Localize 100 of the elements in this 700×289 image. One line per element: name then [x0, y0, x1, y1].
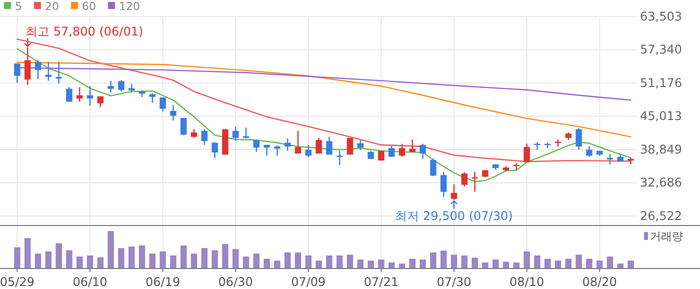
bar	[430, 252, 436, 268]
candlestick	[316, 137, 322, 154]
x-tick-label: 06/10	[72, 275, 108, 289]
x-tick-label: 07/09	[291, 275, 326, 289]
annotation: 최저 29,500 (07/30)	[395, 208, 513, 223]
bar	[357, 260, 364, 268]
bar	[513, 262, 520, 268]
candlestick	[34, 60, 42, 80]
bar	[346, 254, 354, 268]
candlestick	[576, 128, 582, 150]
bar	[232, 249, 239, 268]
candlestick	[461, 172, 468, 188]
bar	[201, 248, 208, 268]
annotation: 최고 57,800 (06/01)	[26, 24, 144, 38]
candlestick	[253, 139, 260, 153]
bar	[450, 254, 458, 268]
legend-label: 60	[82, 0, 96, 13]
candlestick	[232, 126, 239, 142]
candlestick	[24, 46, 31, 86]
candlestick	[294, 130, 302, 154]
bar	[388, 262, 395, 268]
bar	[170, 255, 176, 268]
bar	[398, 264, 406, 268]
candlestick	[149, 92, 156, 104]
bar	[420, 260, 426, 268]
candlestick	[606, 153, 614, 165]
candlestick	[336, 150, 343, 166]
candlestick	[524, 143, 530, 163]
bar	[336, 255, 343, 268]
candlestick	[212, 142, 218, 158]
candlestick	[160, 96, 166, 112]
candlestick	[118, 80, 124, 92]
bar	[190, 254, 198, 268]
y-tick-label: 57,340	[640, 42, 682, 57]
bar	[576, 254, 582, 268]
candlestick	[242, 127, 250, 140]
candlestick	[66, 86, 72, 102]
candlestick	[108, 80, 114, 94]
bar	[212, 250, 218, 268]
bar	[326, 255, 332, 268]
candlestick	[430, 158, 436, 177]
y-tick-label: 26,522	[640, 208, 682, 223]
x-tick-label: 05/29	[0, 275, 34, 289]
bar	[118, 248, 124, 268]
bar	[97, 257, 104, 268]
bar	[586, 258, 592, 268]
bar	[472, 258, 478, 268]
candlestick	[586, 145, 592, 158]
bar	[606, 256, 614, 268]
y-tick-label: 51,176	[640, 76, 682, 90]
bar	[138, 245, 146, 268]
bar	[86, 255, 94, 268]
bar	[378, 260, 384, 268]
candlestick	[628, 157, 634, 165]
candlestick	[409, 138, 416, 153]
bar	[128, 246, 135, 268]
candlestick	[201, 128, 208, 146]
x-tick-label: 07/30	[436, 275, 472, 289]
bar	[565, 258, 572, 268]
bar	[180, 245, 187, 268]
x-tick-label: 08/10	[510, 275, 544, 289]
candlestick	[398, 143, 406, 158]
candlestick	[170, 104, 176, 122]
candlestick	[420, 143, 426, 160]
bar	[294, 252, 302, 268]
bar	[274, 260, 280, 268]
bar	[305, 255, 312, 268]
candlestick	[326, 136, 332, 156]
bar	[502, 262, 510, 268]
bar	[14, 247, 20, 268]
candlestick	[56, 61, 62, 84]
bar	[544, 258, 551, 268]
candlestick	[274, 144, 280, 156]
y-tick-label: 63,503	[640, 10, 682, 24]
bar	[482, 262, 488, 268]
y-tick-label: 38,849	[640, 142, 682, 156]
x-tick-label: 07/21	[364, 275, 398, 289]
bar	[534, 255, 540, 268]
bar	[253, 254, 260, 268]
legend-label: 거래량	[650, 230, 683, 243]
legend-label: 120	[119, 0, 140, 13]
bar	[34, 254, 42, 268]
bar	[76, 256, 83, 268]
bar	[440, 250, 447, 268]
bar	[45, 251, 52, 268]
bar	[617, 264, 624, 268]
candlestick	[440, 171, 447, 198]
bar	[368, 260, 374, 268]
candlestick	[388, 145, 395, 158]
x-tick-label: 06/19	[146, 275, 180, 289]
bar	[160, 251, 166, 268]
candlestick	[180, 117, 187, 136]
bar	[222, 244, 228, 268]
bar	[492, 260, 499, 268]
bar	[628, 260, 634, 268]
candlestick	[14, 62, 20, 84]
y-tick-label: 45,013	[640, 109, 682, 124]
bar	[56, 243, 62, 268]
bar	[554, 260, 562, 268]
bar	[316, 260, 322, 268]
